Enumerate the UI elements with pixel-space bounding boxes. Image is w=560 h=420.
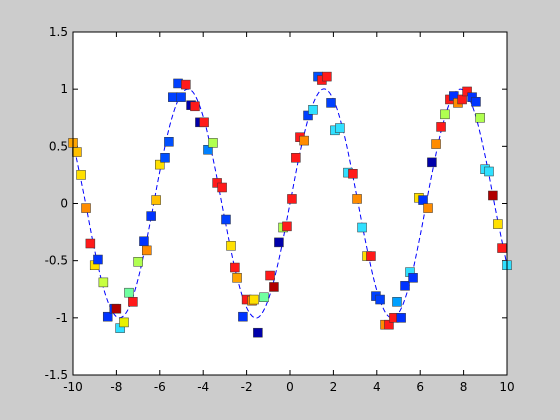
square-marker bbox=[133, 257, 143, 267]
square-marker bbox=[230, 262, 240, 273]
square-marker bbox=[431, 139, 441, 149]
square-marker bbox=[221, 214, 231, 225]
square-marker bbox=[423, 203, 433, 213]
x-tick-label: -4 bbox=[197, 380, 209, 394]
square-marker bbox=[199, 117, 209, 128]
square-marker bbox=[400, 281, 410, 291]
square-marker bbox=[72, 147, 82, 157]
square-marker bbox=[164, 137, 174, 147]
square-marker bbox=[335, 123, 345, 133]
square-marker bbox=[128, 297, 138, 307]
square-marker bbox=[93, 254, 103, 265]
square-marker bbox=[396, 313, 406, 323]
square-marker bbox=[190, 101, 200, 112]
x-tick-label: -8 bbox=[110, 380, 122, 394]
square-marker bbox=[85, 238, 96, 249]
square-marker bbox=[352, 194, 362, 204]
square-marker bbox=[392, 297, 402, 307]
square-marker bbox=[484, 166, 494, 177]
square-marker bbox=[348, 169, 358, 179]
y-tick-label: 0 bbox=[60, 197, 68, 211]
square-marker bbox=[488, 190, 498, 201]
square-marker bbox=[155, 159, 165, 170]
square-marker bbox=[282, 221, 292, 232]
square-marker bbox=[497, 243, 507, 253]
square-marker bbox=[232, 273, 242, 283]
x-tick-label: 4 bbox=[373, 380, 381, 394]
square-marker bbox=[146, 211, 156, 221]
square-marker bbox=[124, 287, 134, 298]
square-marker bbox=[253, 327, 263, 338]
x-tick-label: -2 bbox=[241, 380, 253, 394]
square-marker bbox=[208, 138, 218, 148]
x-tick-label: -6 bbox=[154, 380, 166, 394]
square-marker bbox=[98, 277, 109, 288]
x-tick-label: 0 bbox=[286, 380, 294, 394]
square-marker bbox=[76, 170, 86, 180]
square-marker bbox=[176, 92, 186, 102]
square-marker bbox=[102, 311, 113, 322]
square-marker bbox=[471, 96, 481, 107]
square-marker bbox=[226, 241, 236, 251]
square-marker bbox=[299, 135, 309, 146]
x-tick-label: 2 bbox=[330, 380, 338, 394]
square-marker bbox=[440, 109, 450, 120]
square-marker bbox=[269, 282, 279, 292]
square-marker bbox=[259, 292, 269, 303]
square-marker bbox=[408, 273, 418, 283]
square-marker bbox=[119, 317, 129, 328]
y-tick-label: -1 bbox=[56, 311, 68, 325]
square-marker bbox=[265, 270, 275, 281]
square-marker bbox=[291, 153, 301, 163]
square-marker bbox=[418, 195, 428, 205]
square-marker bbox=[308, 104, 318, 115]
square-marker bbox=[274, 237, 284, 248]
y-tick-label: -1.5 bbox=[45, 368, 68, 382]
square-marker bbox=[151, 195, 161, 205]
y-tick-label: -0.5 bbox=[45, 254, 68, 268]
square-marker bbox=[181, 79, 191, 90]
square-marker bbox=[111, 303, 122, 314]
square-marker bbox=[375, 294, 385, 305]
square-marker bbox=[249, 294, 259, 305]
square-marker bbox=[81, 203, 91, 213]
axes-box bbox=[72, 31, 508, 376]
square-marker bbox=[457, 94, 467, 105]
square-marker bbox=[493, 219, 503, 229]
square-marker bbox=[357, 222, 367, 233]
y-tick-label: 1.5 bbox=[49, 25, 68, 39]
square-marker bbox=[475, 113, 485, 123]
x-tick-label: 8 bbox=[460, 380, 468, 394]
y-tick-label: 1 bbox=[60, 82, 68, 96]
square-marker bbox=[384, 319, 394, 330]
square-marker bbox=[139, 236, 149, 246]
x-tick-label: 6 bbox=[416, 380, 424, 394]
square-marker bbox=[427, 157, 437, 168]
x-tick-label: 10 bbox=[499, 380, 514, 394]
square-marker bbox=[142, 245, 152, 256]
square-marker bbox=[287, 194, 297, 204]
square-marker bbox=[160, 153, 170, 163]
square-marker bbox=[303, 110, 313, 121]
square-marker bbox=[217, 182, 227, 193]
y-tick-label: 0.5 bbox=[49, 139, 68, 153]
square-marker bbox=[436, 122, 446, 132]
square-marker bbox=[326, 98, 336, 108]
square-marker bbox=[322, 71, 332, 82]
square-marker bbox=[238, 311, 248, 322]
square-marker bbox=[203, 145, 213, 155]
square-marker bbox=[366, 251, 376, 261]
square-marker bbox=[168, 92, 178, 102]
x-tick-label: -10 bbox=[63, 380, 83, 394]
square-marker bbox=[462, 86, 472, 97]
